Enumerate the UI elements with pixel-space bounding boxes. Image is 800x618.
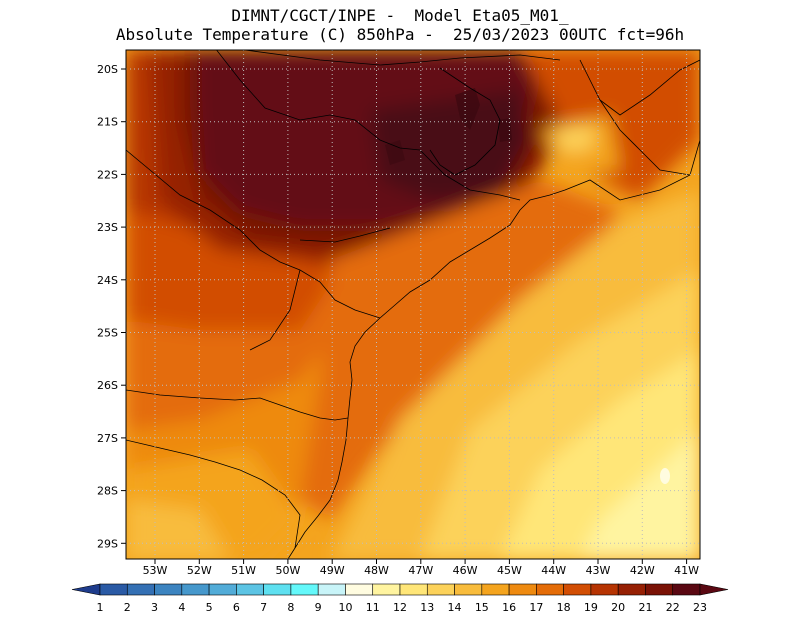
colorbar-label: 23 (693, 601, 707, 614)
latitude-axis: 20S 21S 22S 23S 24S 25S 26S 27S 28S 29S (97, 63, 118, 550)
colorbar-swatch (645, 583, 674, 596)
longitude-label: 51W (231, 564, 256, 577)
map-title-line-2: Absolute Temperature (C) 850hPa - 25/03/… (115, 25, 685, 44)
colorbar-label: 22 (666, 601, 680, 614)
colorbar-label: 13 (420, 601, 434, 614)
longitude-label: 45W (497, 564, 522, 577)
latitude-label: 22S (97, 168, 118, 181)
colorbar-high-cap (699, 583, 729, 596)
colorbar-label: 9 (315, 601, 322, 614)
colorbar-label: 3 (151, 601, 158, 614)
map-frame (125, 49, 701, 560)
colorbar-swatch (563, 583, 592, 596)
latitude-label: 26S (97, 379, 118, 392)
colorbar-swatch (263, 583, 292, 596)
colorbar-swatch (426, 583, 455, 596)
colorbar-swatch (454, 583, 483, 596)
colorbar-label: 21 (638, 601, 652, 614)
latitude-label: 25S (97, 327, 118, 340)
colorbar-label: 20 (611, 601, 625, 614)
colorbar-label: 6 (233, 601, 240, 614)
colorbar-swatch (208, 583, 237, 596)
colorbar-label: 1 (97, 601, 104, 614)
map-title-line-1: DIMNT/CGCT/INPE - Model Eta05_M01_ (231, 6, 569, 25)
longitude-label: 47W (408, 564, 433, 577)
colorbar-label: 18 (557, 601, 571, 614)
colorbar-label: 11 (366, 601, 380, 614)
latitude-label: 21S (97, 116, 118, 129)
colorbar-swatch (372, 583, 401, 596)
colorbar-swatch (154, 583, 183, 596)
latitude-label: 24S (97, 274, 118, 287)
longitude-label: 41W (674, 564, 699, 577)
map-boundaries (126, 50, 700, 559)
latitude-label: 27S (97, 432, 118, 445)
latitude-label: 28S (97, 485, 118, 498)
latitude-label: 23S (97, 221, 118, 234)
longitude-label: 46W (453, 564, 478, 577)
longitude-label: 53W (143, 564, 168, 577)
colorbar-label: 14 (448, 601, 462, 614)
colorbar-label: 4 (178, 601, 185, 614)
colorbar-swatch (590, 583, 619, 596)
colorbar-label: 12 (393, 601, 407, 614)
colorbar-swatch (617, 583, 646, 596)
colorbar-swatch (290, 583, 319, 596)
longitude-label: 48W (364, 564, 389, 577)
longitude-label: 49W (320, 564, 345, 577)
colorbar-swatch (672, 583, 701, 596)
latitude-label: 20S (97, 63, 118, 76)
colorbar-labels: 1 2 3 4 5 6 7 8 9 10 11 12 13 14 15 16 17 18 19 20 21 22 23 (97, 601, 708, 614)
colorbar-low-cap (71, 583, 101, 596)
colorbar-swatch (481, 583, 510, 596)
longitude-axis: 53W 52W 51W 50W 49W 48W 47W 46W 45W 44W 43W 42W 41W (143, 564, 700, 577)
colorbar-label: 5 (206, 601, 213, 614)
colorbar-swatch (345, 583, 374, 596)
latitude-label: 29S (97, 537, 118, 550)
longitude-label: 43W (586, 564, 611, 577)
longitude-label: 50W (275, 564, 300, 577)
colorbar-swatch (126, 583, 155, 596)
temperature-field (126, 50, 700, 559)
colorbar-label: 8 (287, 601, 294, 614)
longitude-label: 42W (630, 564, 655, 577)
colorbar-swatch (236, 583, 264, 596)
colorbar-label: 17 (529, 601, 543, 614)
colorbar-label: 16 (502, 601, 516, 614)
colorbar (71, 583, 729, 596)
colorbar-swatch (536, 583, 564, 596)
colorbar-swatch (399, 583, 428, 596)
graticule (126, 50, 700, 559)
colorbar-swatch (508, 583, 537, 596)
longitude-label: 52W (187, 564, 212, 577)
axis-ticks (121, 68, 688, 564)
colorbar-label: 10 (338, 601, 352, 614)
colorbar-swatch (317, 583, 346, 596)
colorbar-label: 15 (475, 601, 489, 614)
colorbar-swatch (181, 583, 210, 596)
longitude-label: 44W (541, 564, 566, 577)
colorbar-swatch (99, 583, 128, 596)
colorbar-label: 19 (584, 601, 598, 614)
colorbar-label: 7 (260, 601, 267, 614)
colorbar-label: 2 (124, 601, 131, 614)
